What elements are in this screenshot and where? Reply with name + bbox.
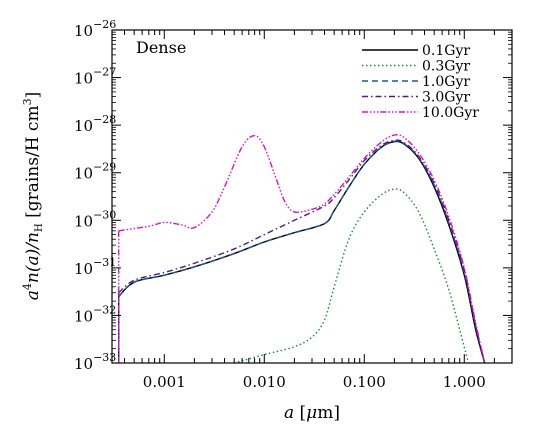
x-axis-title-open: [ <box>294 403 306 423</box>
x-tick-label: 1.000 <box>443 373 486 391</box>
y-axis-title-close: ] <box>23 92 43 99</box>
series-line-0-1gyr <box>118 140 486 363</box>
legend-label: 0.3Gyr <box>422 59 470 75</box>
x-axis-title-a: a <box>284 403 294 423</box>
x-axis-title: a [μm] <box>284 403 340 423</box>
legend-label: 1.0Gyr <box>422 74 470 90</box>
x-tick-label: 0.001 <box>143 373 186 391</box>
series-line-0-3gyr <box>233 188 470 363</box>
y-tick-label: 10−31 <box>74 256 116 278</box>
x-axis-title-mu: μ <box>306 403 317 423</box>
legend-label: 0.1Gyr <box>422 43 470 59</box>
series-layer <box>117 133 486 363</box>
x-tick-label: 0.100 <box>343 373 386 391</box>
y-tick-label: 10−30 <box>74 208 116 230</box>
y-tick-label: 10−26 <box>74 18 116 40</box>
y-axis-title-sub-h: H <box>34 223 45 232</box>
series-line-3-0gyr <box>118 139 486 363</box>
y-axis-title-units: [grains/H cm <box>23 105 43 223</box>
y-tick-label: 10−33 <box>74 351 116 373</box>
legend-label: 10.0Gyr <box>422 105 479 121</box>
legend-label: 3.0Gyr <box>422 90 470 106</box>
tick-labels: 0.001 0.010 0.100 1.000 10−33 10−32 10−31 10−30… <box>74 18 486 391</box>
y-axis-title-a: a <box>23 290 43 300</box>
y-tick-label: 10−32 <box>74 303 116 325</box>
series-line-10-0gyr <box>118 133 486 363</box>
y-tick-label: 10−29 <box>74 161 116 183</box>
y-axis-title-exp4: 4 <box>21 283 34 290</box>
x-axis-title-close: m] <box>317 403 340 423</box>
ticks-layer <box>111 29 513 364</box>
y-tick-label: 10−28 <box>74 113 116 135</box>
x-tick-label: 0.010 <box>243 373 286 391</box>
y-axis-title-n: n(a)/n <box>23 232 43 283</box>
y-axis-title: a4n(a)/nH [grains/H cm3] <box>21 92 45 300</box>
annotation-dense: Dense <box>136 38 186 57</box>
y-tick-label: 10−27 <box>74 66 116 88</box>
y-axis-title-exp3: 3 <box>21 98 34 105</box>
